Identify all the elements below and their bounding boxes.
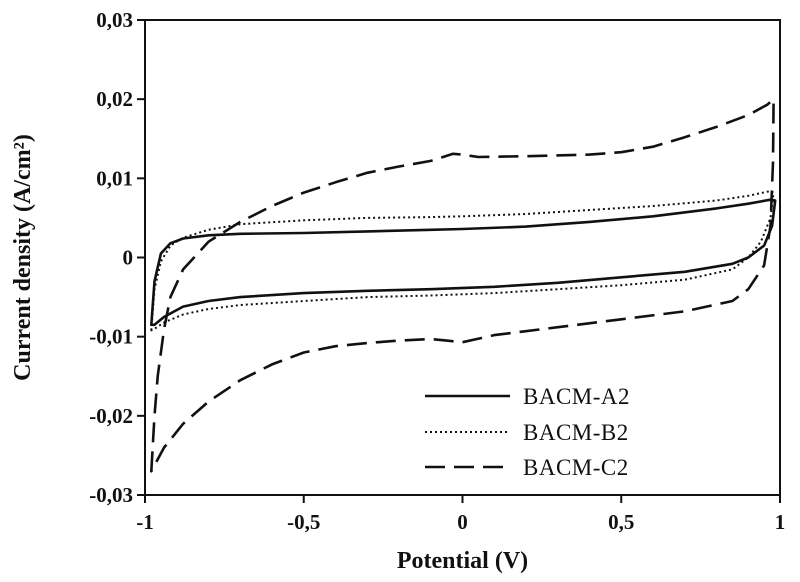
series-line-bacm-a2 (150, 198, 777, 327)
y-tick-label: -0,03 (89, 483, 133, 507)
x-tick-label: 0 (457, 510, 468, 534)
legend-label-bacm-b2: BACM-B2 (523, 420, 629, 445)
axes: -0,03 -0,02 -0,01 0 0,01 0,02 0,03 -1 -0,5 0 0,5 1 (89, 8, 785, 534)
plot-frame (144, 19, 781, 496)
x-axis-title: Potential (V) (397, 548, 528, 574)
x-tick-label: -0,5 (287, 510, 320, 534)
x-tick-label: 1 (775, 510, 786, 534)
x-tick-label: -1 (136, 510, 154, 534)
data-series (150, 97, 777, 473)
legend-label-bacm-a2: BACM-A2 (523, 384, 630, 409)
series-line-bacm-b2 (150, 190, 775, 332)
y-tick-label: 0,01 (96, 166, 133, 190)
y-tick-label: 0,03 (96, 8, 133, 32)
y-axis-title: Current density (A/cm²) (10, 134, 36, 381)
y-tick-label: 0,02 (96, 87, 133, 111)
y-tick-label: -0,01 (89, 325, 133, 349)
legend-label-bacm-c2: BACM-C2 (523, 455, 629, 480)
y-tick-label: 0 (123, 246, 134, 270)
series-line-bacm-c2 (150, 97, 775, 473)
y-tick-label: -0,02 (89, 404, 133, 428)
legend: BACM-A2 BACM-B2 BACM-C2 (425, 384, 630, 480)
x-tick-label: 0,5 (608, 510, 634, 534)
